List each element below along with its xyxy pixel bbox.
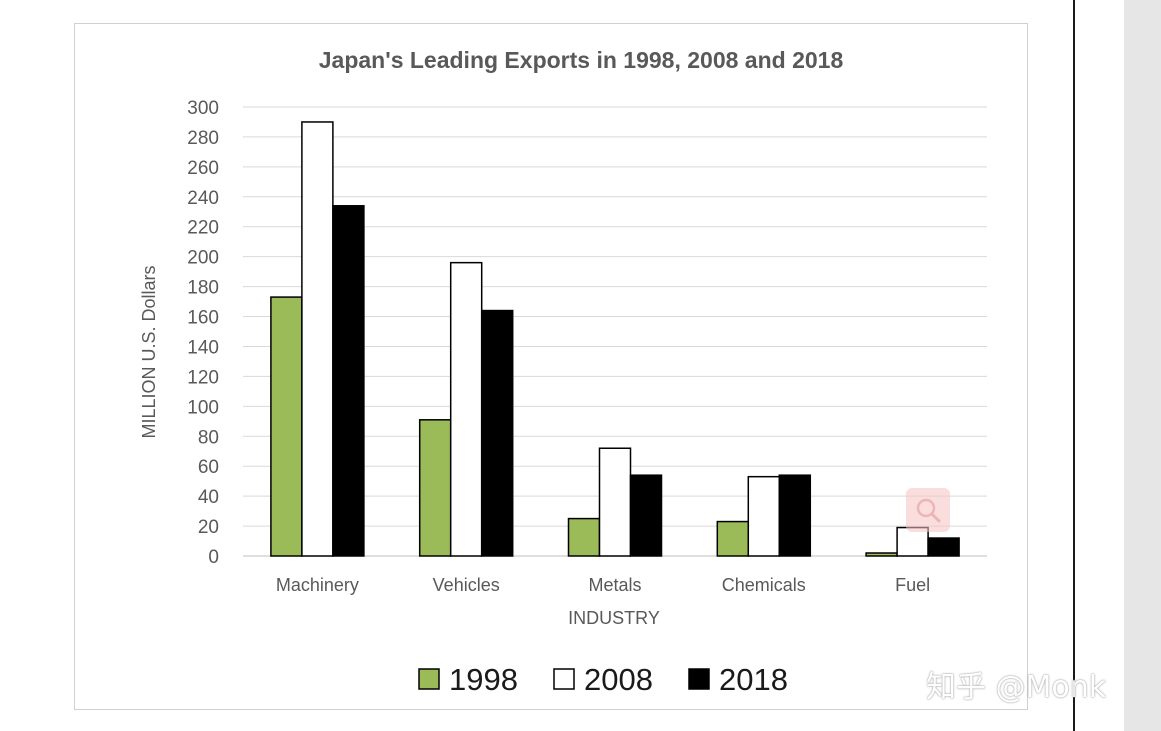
bar-2008-machinery: [301, 121, 334, 557]
scroll-gutter: [1124, 0, 1161, 731]
y-tick-label: 80: [198, 427, 219, 448]
y-tick-label: 200: [187, 248, 219, 269]
bar-2008-metals: [598, 447, 632, 557]
bar-1998-vehicles: [418, 419, 452, 557]
x-category-label: Vehicles: [433, 575, 500, 595]
y-tick-label: 240: [187, 188, 219, 209]
page-edge-divider: [1073, 0, 1075, 731]
bar-2018-chemicals: [778, 474, 812, 557]
y-tick-label: 260: [187, 158, 219, 179]
bar-2018-metals: [629, 474, 663, 557]
legend: 1998 2008 2018: [418, 662, 788, 697]
legend-swatch-1998: [418, 668, 440, 690]
x-category-label: Chemicals: [722, 575, 806, 595]
x-axis-title: INDUSTRY: [568, 608, 660, 628]
watermark: 知乎 @Monk: [926, 670, 1107, 705]
y-tick-label: 100: [187, 397, 219, 418]
search-icon[interactable]: [906, 488, 950, 532]
y-tick-label: 40: [198, 487, 219, 508]
chart-title: Japan's Leading Exports in 1998, 2008 an…: [319, 47, 844, 73]
y-tick-label: 180: [187, 278, 219, 299]
legend-swatch-2008: [553, 668, 575, 690]
bar-2018-vehicles: [480, 309, 514, 557]
y-tick-label: 60: [198, 457, 219, 478]
x-category-label: Metals: [588, 575, 641, 595]
legend-label-2018: 2018: [719, 662, 788, 697]
y-tick-label: 300: [187, 98, 219, 119]
bar-2008-chemicals: [747, 475, 781, 557]
x-category-label: Fuel: [895, 575, 930, 595]
bar-1998-metals: [567, 517, 601, 557]
x-axis-categories: Machinery Vehicles Metals Chemicals Fuel: [276, 575, 930, 595]
legend-swatch-2018: [688, 668, 710, 690]
legend-label-1998: 1998: [449, 662, 518, 697]
y-tick-label: 140: [187, 337, 219, 358]
y-axis-title: MILLION U.S. Dollars: [139, 265, 159, 438]
legend-label-2008: 2008: [584, 662, 653, 697]
page-margin: [1075, 0, 1124, 731]
bars: [270, 121, 960, 557]
y-axis-ticks: 0 20 40 60 80 100 120 140 160 180 200 220 240 260 280 3…: [187, 98, 219, 568]
bar-2018-fuel: [927, 537, 960, 557]
y-tick-label: 280: [187, 128, 219, 149]
y-tick-label: 120: [187, 367, 219, 388]
x-category-label: Machinery: [276, 575, 359, 595]
y-tick-label: 160: [187, 308, 219, 329]
bar-1998-machinery: [270, 296, 303, 557]
bar-1998-fuel: [865, 552, 898, 557]
y-tick-label: 0: [208, 547, 219, 568]
bar-1998-chemicals: [716, 520, 750, 557]
y-tick-label: 220: [187, 218, 219, 239]
bar-2008-vehicles: [449, 261, 483, 557]
bar-2018-machinery: [332, 205, 365, 557]
chart-frame: [74, 23, 1028, 710]
y-tick-label: 20: [198, 517, 219, 538]
